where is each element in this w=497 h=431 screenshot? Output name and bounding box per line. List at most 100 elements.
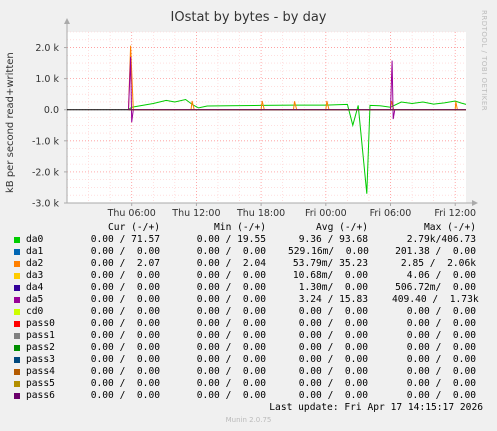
legend-value-min: 0.00 / 0.00	[196, 294, 266, 305]
legend-swatch	[14, 369, 20, 375]
legend-value-min: 0.00 / 0.00	[196, 390, 266, 401]
legend-value-avg: 0.00 / 0.00	[298, 342, 368, 353]
legend-header-avg: Avg (-/+)	[316, 222, 368, 233]
legend-value-min: 0.00 / 0.00	[196, 342, 266, 353]
legend-value-max: 0.00 / 0.00	[406, 306, 476, 317]
legend-value-min: 0.00 / 0.00	[196, 354, 266, 365]
legend-swatch	[14, 285, 20, 291]
legend-value-cur: 0.00 / 0.00	[90, 270, 160, 281]
legend-value-cur: 0.00 / 2.07	[90, 258, 160, 269]
legend-value-max: 0.00 / 0.00	[406, 318, 476, 329]
x-tick-label: Fri 06:00	[370, 208, 412, 219]
legend-header-max: Max (-/+)	[424, 222, 476, 233]
legend-swatch	[14, 333, 20, 339]
legend-value-cur: 0.00 / 0.00	[90, 306, 160, 317]
legend-swatch	[14, 393, 20, 399]
last-update: Last update: Fri Apr 17 14:15:17 2026	[269, 402, 483, 413]
legend-value-min: 0.00 / 0.00	[196, 330, 266, 341]
chart-title: IOstat by bytes - by day	[170, 10, 327, 25]
legend-value-avg: 0.00 / 0.00	[298, 318, 368, 329]
x-tick-label: Thu 12:00	[171, 208, 220, 219]
legend-value-max: 4.06 / 0.00	[406, 270, 476, 281]
legend-name: pass6	[26, 390, 55, 401]
legend-swatch	[14, 357, 20, 363]
legend-value-cur: 0.00 / 0.00	[90, 282, 160, 293]
legend-value-cur: 0.00 / 0.00	[90, 318, 160, 329]
legend-name: da4	[26, 282, 44, 293]
legend-value-avg: 0.00 / 0.00	[298, 366, 368, 377]
legend-value-cur: 0.00 / 0.00	[90, 378, 160, 389]
legend-name: cd0	[26, 306, 44, 317]
legend-swatch	[14, 345, 20, 351]
legend-value-cur: 0.00 / 0.00	[90, 342, 160, 353]
legend-value-cur: 0.00 / 71.57	[90, 234, 160, 245]
y-tick-label: 2.0 k	[35, 43, 59, 54]
legend-header-min: Min (-/+)	[214, 222, 266, 233]
legend-value-min: 0.00 / 2.04	[196, 258, 266, 269]
legend-value-cur: 0.00 / 0.00	[90, 390, 160, 401]
legend-value-max: 409.40 / 1.73k	[392, 294, 479, 305]
x-tick-label: Thu 18:00	[236, 208, 285, 219]
legend-swatch	[14, 261, 20, 267]
legend-value-avg: 529.16m/ 0.00	[288, 246, 369, 257]
legend-name: pass1	[26, 330, 55, 341]
y-tick-label: 1.0 k	[35, 74, 59, 85]
legend-name: da0	[26, 234, 44, 245]
legend-value-max: 506.72m/ 0.00	[395, 282, 476, 293]
legend-name: da5	[26, 294, 44, 305]
legend-value-cur: 0.00 / 0.00	[90, 330, 160, 341]
y-tick-label: -1.0 k	[32, 136, 60, 147]
legend-value-avg: 53.79m/ 35.23	[292, 258, 368, 269]
y-tick-label: -3.0 k	[32, 199, 60, 210]
legend-value-max: 0.00 / 0.00	[406, 342, 476, 353]
legend-value-max: 0.00 / 0.00	[406, 378, 476, 389]
legend-value-avg: 1.30m/ 0.00	[298, 282, 368, 293]
y-axis-arrow	[64, 18, 70, 24]
rrdtool-credit: RRDTOOL / TOBI OETIKER	[480, 10, 488, 112]
legend-name: da3	[26, 270, 44, 281]
munin-version: Munin 2.0.75	[225, 416, 272, 424]
legend-name: da1	[26, 246, 44, 257]
x-axis-arrow	[472, 200, 478, 206]
legend-value-max: 0.00 / 0.00	[406, 330, 476, 341]
legend-name: da2	[26, 258, 44, 269]
legend-value-avg: 0.00 / 0.00	[298, 306, 368, 317]
legend-name: pass0	[26, 318, 55, 329]
legend-value-avg: 9.36 / 93.68	[298, 234, 368, 245]
legend-swatch	[14, 249, 20, 255]
x-tick-label: Thu 06:00	[107, 208, 156, 219]
x-tick-label: Fri 00:00	[305, 208, 347, 219]
legend-value-min: 0.00 / 19.55	[196, 234, 266, 245]
series-line-da0	[128, 98, 467, 194]
legend-value-max: 0.00 / 0.00	[406, 354, 476, 365]
legend-swatch	[14, 273, 20, 279]
legend-swatch	[14, 237, 20, 243]
legend-header-cur: Cur (-/+)	[108, 222, 160, 233]
legend-value-max: 0.00 / 0.00	[406, 366, 476, 377]
legend-swatch	[14, 297, 20, 303]
legend-value-min: 0.00 / 0.00	[196, 246, 266, 257]
legend-value-min: 0.00 / 0.00	[196, 318, 266, 329]
legend-value-avg: 0.00 / 0.00	[298, 378, 368, 389]
legend-name: pass2	[26, 342, 55, 353]
legend-name: pass4	[26, 366, 55, 377]
legend-value-max: 201.38 / 0.00	[395, 246, 476, 257]
legend-value-avg: 3.24 / 15.83	[298, 294, 368, 305]
legend-value-max: 2.79k/406.73	[406, 234, 476, 245]
legend-value-cur: 0.00 / 0.00	[90, 366, 160, 377]
legend-value-avg: 10.68m/ 0.00	[292, 270, 368, 281]
legend-value-cur: 0.00 / 0.00	[90, 294, 160, 305]
legend-value-max: 0.00 / 0.00	[406, 390, 476, 401]
legend-value-min: 0.00 / 0.00	[196, 366, 266, 377]
legend-value-min: 0.00 / 0.00	[196, 306, 266, 317]
y-tick-label: -2.0 k	[32, 167, 60, 178]
legend-value-min: 0.00 / 0.00	[196, 282, 266, 293]
legend-value-cur: 0.00 / 0.00	[90, 354, 160, 365]
legend-value-avg: 0.00 / 0.00	[298, 330, 368, 341]
legend-value-min: 0.00 / 0.00	[196, 270, 266, 281]
legend-value-cur: 0.00 / 0.00	[90, 246, 160, 257]
x-tick-label: Fri 12:00	[434, 208, 476, 219]
legend-value-max: 2.85 / 2.06k	[400, 258, 476, 269]
legend-name: pass3	[26, 354, 55, 365]
